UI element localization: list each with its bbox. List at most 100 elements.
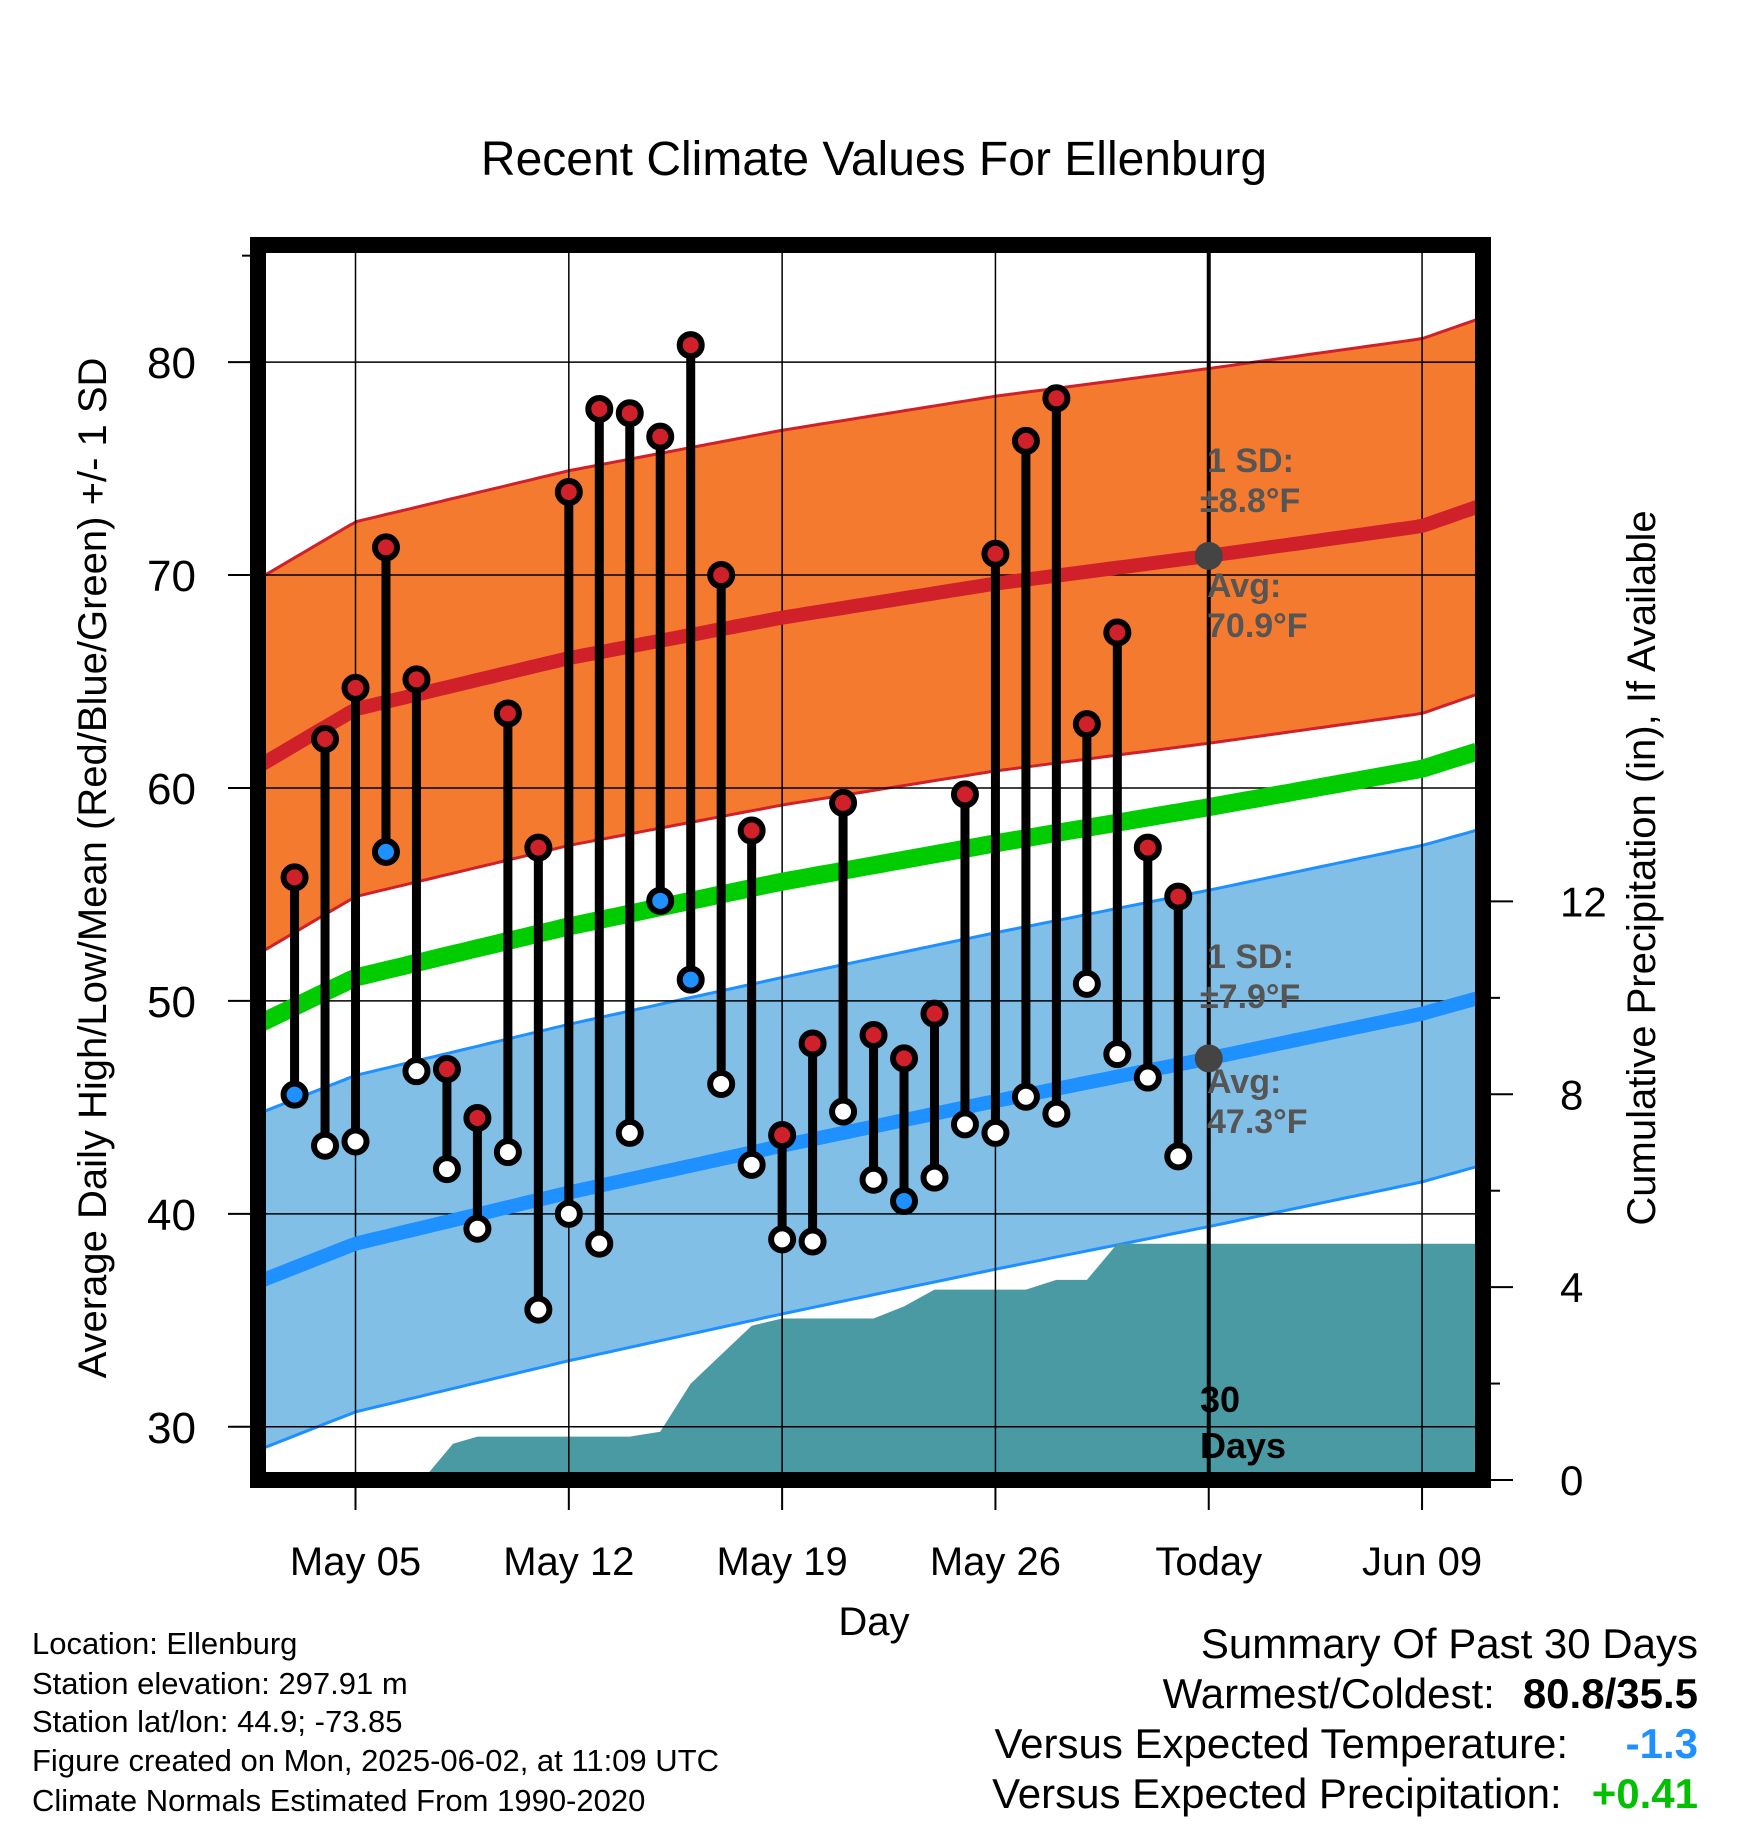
y-tick-label: 60 (147, 765, 196, 814)
high-temp-point (707, 561, 736, 590)
high-temp-point (920, 999, 949, 1028)
y2-tick-label: 8 (1560, 1071, 1583, 1118)
y-tick-label: 40 (147, 1191, 196, 1240)
x-tick-label: May 19 (717, 1540, 848, 1584)
low-temp-point (920, 1163, 949, 1192)
low-temp-point (493, 1138, 522, 1167)
low-band-lower-edge (258, 1165, 1478, 1452)
low-avg-value: 47.3°F (1207, 1103, 1308, 1141)
low-sd-label: 1 SD: (1207, 938, 1294, 976)
high-temp-point (585, 394, 614, 423)
location-text: Location: Ellenburg (32, 1626, 298, 1661)
low-temp-point (1103, 1040, 1132, 1069)
low-temp-point (341, 1127, 370, 1156)
high-avg-label: Avg: (1207, 567, 1281, 605)
low-band-upper-edge (258, 828, 1478, 1116)
created-text: Figure created on Mon, 2025-06-02, at 11… (32, 1743, 719, 1778)
low-temp-point (311, 1131, 340, 1160)
today-days-annotation: 30 (1200, 1379, 1240, 1420)
y-tick-label: 50 (147, 978, 196, 1027)
low-temp-point (585, 1229, 614, 1258)
high-temp-point (402, 665, 431, 694)
high-temp-point (1164, 882, 1193, 911)
high-temp-point (859, 1020, 888, 1049)
x-tick-label: Today (1155, 1540, 1262, 1584)
low-temp-point (371, 837, 400, 866)
low-temp-point (524, 1295, 553, 1324)
today-high-normal-marker (1194, 541, 1223, 570)
y-tick-label: 70 (147, 552, 196, 601)
high-temp-point (524, 833, 553, 862)
high-temp-point (280, 863, 309, 892)
high-temp-point (981, 539, 1010, 568)
high-temp-point (493, 699, 522, 728)
low-temp-point (676, 965, 705, 994)
summary-precip-row: Versus Expected Precipitation: +0.41 (992, 1770, 1698, 1818)
low-sd-band (258, 830, 1477, 1451)
temp-label: Versus Expected Temperature: (994, 1720, 1568, 1767)
high-temp-point (1011, 426, 1040, 455)
low-temp-point (1164, 1142, 1193, 1171)
y-axis-label: Average Daily High/Low/Mean (Red/Blue/Gr… (71, 358, 115, 1379)
summary-temp-row: Versus Expected Temperature: -1.3 (994, 1720, 1698, 1768)
temp-value: -1.3 (1625, 1720, 1698, 1767)
high-temp-point (463, 1104, 492, 1133)
y2-tick-label: 4 (1560, 1264, 1583, 1311)
high-sd-label: 1 SD: (1207, 442, 1294, 480)
low-sd-value: ±7.9°F (1200, 978, 1300, 1016)
high-band-lower-edge (258, 692, 1478, 956)
low-temp-point (981, 1118, 1010, 1147)
normal-low-line (258, 991, 1479, 1289)
high-temp-point (311, 725, 340, 753)
x-axis-label: Day (838, 1600, 909, 1644)
high-temp-point (371, 533, 400, 562)
low-temp-point (463, 1214, 492, 1243)
warmest-value: 80.8/35.5 (1522, 1670, 1698, 1717)
high-sd-value: ±8.8°F (1200, 482, 1300, 520)
high-avg-value: 70.9°F (1207, 607, 1308, 645)
today-low-normal-marker (1194, 1044, 1223, 1073)
high-temp-point (950, 780, 979, 809)
high-temp-point (1042, 384, 1071, 413)
low-temp-point (1133, 1063, 1162, 1092)
high-temp-point (1103, 618, 1132, 647)
low-temp-point (829, 1097, 858, 1126)
latlon-text: Station lat/lon: 44.9; -73.85 (32, 1704, 403, 1739)
x-tick-label: May 05 (290, 1540, 421, 1584)
low-temp-point (737, 1150, 766, 1179)
low-temp-point (1042, 1099, 1071, 1128)
low-temp-point (950, 1110, 979, 1139)
precip-label: Versus Expected Precipitation: (992, 1770, 1562, 1817)
high-temp-point (798, 1029, 827, 1058)
high-temp-point (737, 816, 766, 845)
low-temp-point (890, 1187, 919, 1216)
high-temp-point (676, 331, 705, 360)
y2-tick-label: 0 (1560, 1457, 1583, 1504)
high-temp-point (432, 1055, 461, 1084)
low-temp-point (768, 1225, 797, 1254)
x-tick-label: May 12 (503, 1540, 634, 1584)
y2-axis-label: Cumulative Precipitation (in), If Availa… (1620, 510, 1664, 1225)
y2-tick-label: 12 (1560, 878, 1607, 925)
x-tick-label: May 26 (930, 1540, 1061, 1584)
high-temp-point (341, 673, 370, 702)
normal-mean-line (258, 743, 1480, 1033)
low-temp-point (402, 1057, 431, 1086)
precip-value: +0.41 (1591, 1770, 1698, 1817)
high-temp-point (768, 1121, 797, 1150)
low-temp-point (798, 1227, 827, 1256)
high-band-upper-edge (258, 318, 1478, 581)
summary-title-text: Summary Of Past 30 Days (1200, 1620, 1698, 1667)
summary-warmest-row: Warmest/Coldest: 80.8/35.5 (1163, 1670, 1698, 1718)
y-tick-label: 30 (147, 1404, 196, 1453)
y-tick-label: 80 (147, 339, 196, 388)
high-temp-point (615, 399, 644, 428)
plot-inner (258, 245, 1483, 1480)
normals-text: Climate Normals Estimated From 1990-2020 (32, 1783, 646, 1818)
low-temp-point (615, 1118, 644, 1147)
high-temp-point (890, 1044, 919, 1073)
x-tick-label: Jun 09 (1362, 1540, 1482, 1584)
high-temp-point (829, 788, 858, 817)
